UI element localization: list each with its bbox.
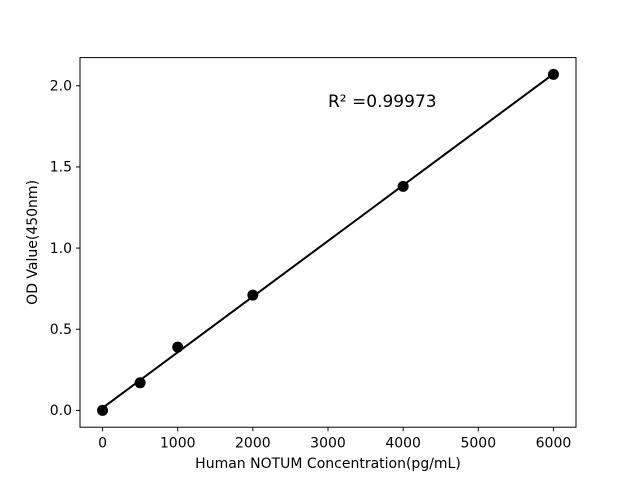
x-tick-label: 1000 [160, 436, 196, 452]
axis-ticks: 0 1000 2000 3000 4000 5000 6000 0.0 0.5 1.0 1.5 2.0 [50, 79, 572, 452]
y-axis-label: OD Value(450nm) [25, 180, 41, 305]
y-tick-label: 2.0 [50, 79, 72, 95]
data-point [97, 404, 109, 416]
x-tick-label: 2000 [235, 436, 271, 452]
r-squared-annotation: R² =0.99973 [328, 92, 437, 112]
y-tick-label: 0.5 [50, 322, 72, 338]
y-tick-label: 1.5 [50, 160, 72, 176]
x-tick-label: 3000 [310, 436, 346, 452]
data-point [247, 289, 259, 301]
data-point [172, 341, 184, 353]
data-point [134, 377, 146, 389]
x-axis-label: Human NOTUM Concentration(pg/mL) [195, 456, 461, 472]
x-tick-label: 5000 [460, 436, 496, 452]
x-tick-label: 0 [98, 436, 107, 452]
y-tick-label: 0.0 [50, 403, 72, 419]
data-series [97, 68, 559, 416]
fit-line [101, 72, 555, 409]
y-tick-label: 1.0 [50, 241, 72, 257]
x-tick-label: 4000 [385, 436, 421, 452]
data-point [547, 68, 559, 80]
x-tick-label: 6000 [536, 436, 572, 452]
data-point [397, 180, 409, 192]
